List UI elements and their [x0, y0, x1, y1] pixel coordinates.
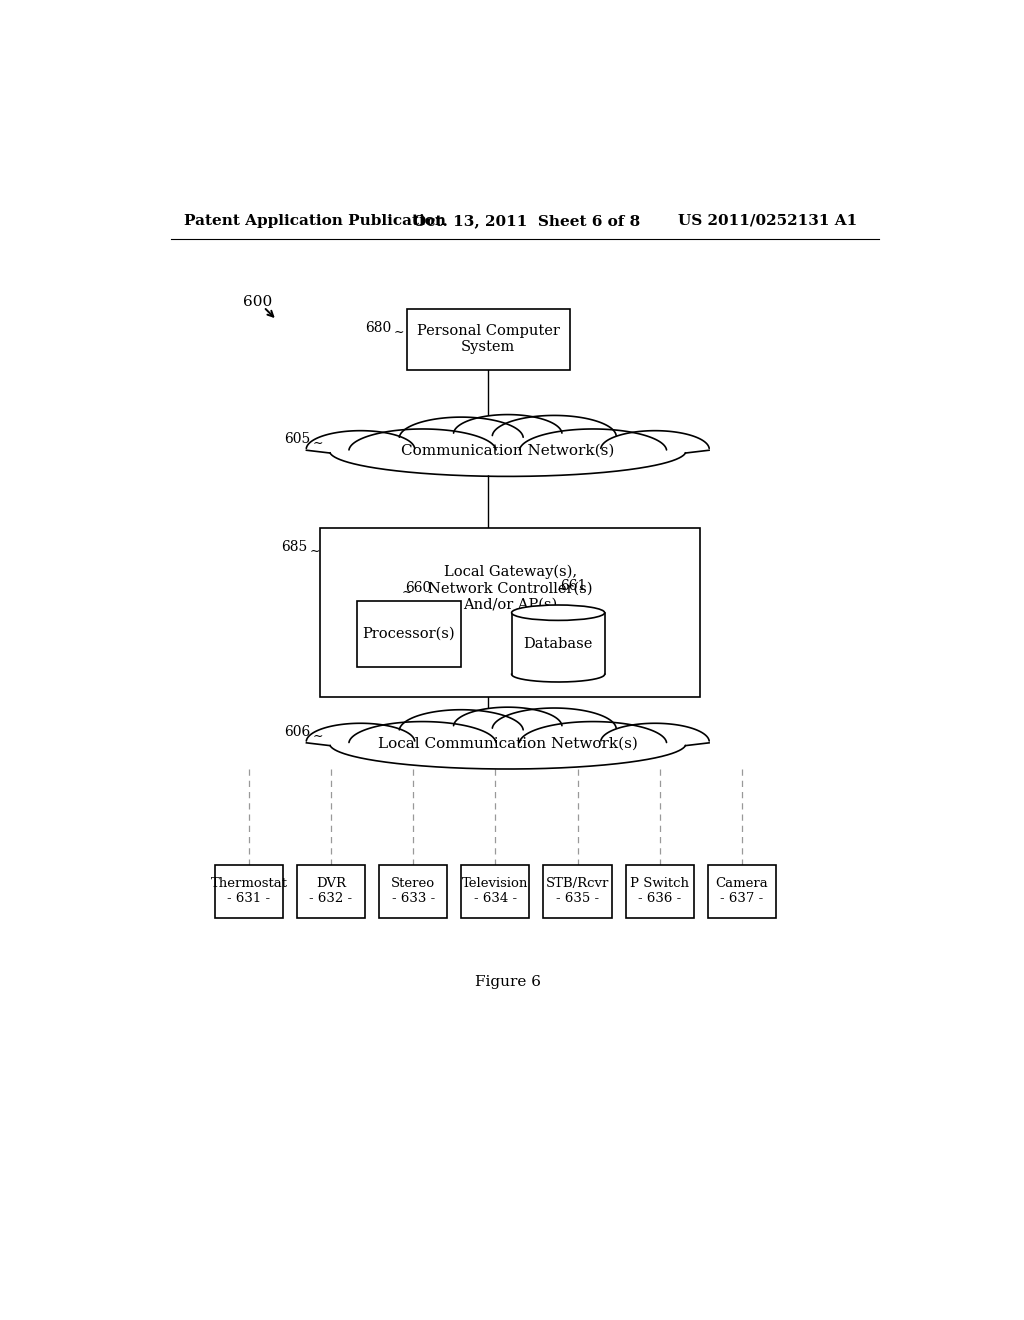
Text: 600: 600 [243, 296, 272, 309]
Text: DVR
- 632 -: DVR - 632 - [309, 878, 352, 906]
Ellipse shape [349, 722, 496, 766]
FancyBboxPatch shape [512, 612, 604, 675]
Ellipse shape [399, 417, 523, 459]
Text: 605: 605 [284, 433, 310, 446]
FancyBboxPatch shape [297, 866, 366, 917]
Ellipse shape [454, 708, 562, 746]
FancyBboxPatch shape [544, 866, 611, 917]
Text: Oct. 13, 2011  Sheet 6 of 8: Oct. 13, 2011 Sheet 6 of 8 [414, 214, 640, 228]
Text: ∼: ∼ [401, 586, 412, 599]
Text: 660: 660 [406, 581, 432, 595]
Text: Patent Application Publication: Patent Application Publication [183, 214, 445, 228]
Text: Personal Computer
System: Personal Computer System [417, 325, 560, 355]
Text: ∼: ∼ [312, 730, 323, 743]
FancyBboxPatch shape [215, 866, 283, 917]
Ellipse shape [519, 429, 667, 473]
Text: Thermostat
- 631 -: Thermostat - 631 - [210, 878, 288, 906]
Ellipse shape [369, 719, 647, 768]
Text: Local Communication Network(s): Local Communication Network(s) [378, 737, 638, 751]
Text: Local Gateway(s),
Network Controller(s)
And/or AP(s): Local Gateway(s), Network Controller(s) … [428, 565, 592, 611]
Text: ∼: ∼ [312, 437, 323, 450]
Text: Processor(s): Processor(s) [362, 627, 456, 642]
FancyBboxPatch shape [461, 866, 529, 917]
FancyBboxPatch shape [356, 601, 461, 667]
Text: STB/Rcvr
- 635 -: STB/Rcvr - 635 - [546, 878, 609, 906]
Ellipse shape [349, 429, 496, 473]
Text: ∼: ∼ [310, 545, 321, 558]
Text: Communication Network(s): Communication Network(s) [401, 444, 614, 458]
Text: Camera
- 637 -: Camera - 637 - [716, 878, 768, 906]
Text: ∼: ∼ [557, 583, 567, 597]
Text: Database: Database [523, 636, 593, 651]
Ellipse shape [512, 605, 604, 620]
Text: ∼: ∼ [394, 326, 404, 338]
Text: 606: 606 [284, 725, 310, 739]
FancyBboxPatch shape [626, 866, 693, 917]
Text: US 2011/0252131 A1: US 2011/0252131 A1 [678, 214, 857, 228]
FancyBboxPatch shape [379, 866, 447, 917]
Ellipse shape [454, 414, 562, 454]
Text: Stereo
- 633 -: Stereo - 633 - [391, 878, 435, 906]
FancyBboxPatch shape [321, 528, 700, 697]
Text: 661: 661 [560, 578, 587, 593]
FancyBboxPatch shape [708, 866, 776, 917]
FancyBboxPatch shape [407, 309, 569, 370]
Ellipse shape [493, 708, 616, 750]
Text: P Switch
- 636 -: P Switch - 636 - [630, 878, 689, 906]
Text: 680: 680 [366, 321, 391, 335]
Ellipse shape [519, 722, 667, 766]
Ellipse shape [306, 430, 415, 469]
Ellipse shape [369, 426, 647, 475]
Ellipse shape [493, 416, 616, 458]
Text: 685: 685 [282, 540, 308, 554]
Ellipse shape [306, 723, 415, 760]
Text: Television
- 634 -: Television - 634 - [462, 878, 528, 906]
Ellipse shape [399, 710, 523, 752]
Ellipse shape [601, 430, 710, 469]
Ellipse shape [601, 723, 710, 760]
Text: Figure 6: Figure 6 [475, 975, 541, 989]
